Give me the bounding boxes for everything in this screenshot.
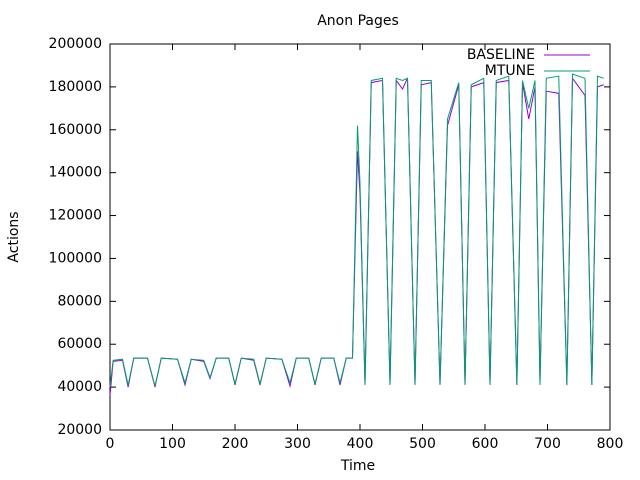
- y-tick-label: 40000: [57, 379, 102, 395]
- y-tick-label: 80000: [57, 293, 102, 309]
- chart-title: Anon Pages: [317, 13, 399, 29]
- y-tick-label: 20000: [57, 422, 102, 438]
- y-tick-label: 120000: [49, 208, 102, 224]
- legend-label: MTUNE: [485, 63, 535, 79]
- x-tick-label: 600: [472, 436, 499, 452]
- series-line: [109, 73, 604, 388]
- x-tick-label: 400: [347, 436, 374, 452]
- y-tick-label: 60000: [57, 336, 102, 352]
- x-tick-label: 200: [222, 436, 249, 452]
- x-tick-label: 100: [159, 436, 186, 452]
- y-tick-label: 200000: [49, 36, 102, 52]
- legend-label: BASELINE: [467, 47, 535, 63]
- y-tick-label: 100000: [49, 250, 102, 266]
- x-tick-label: 0: [106, 436, 115, 452]
- y-axis-label: Actions: [6, 211, 22, 262]
- y-tick-label: 160000: [49, 122, 102, 138]
- x-tick-label: 800: [597, 436, 624, 452]
- y-tick-label: 180000: [49, 79, 102, 95]
- x-tick-label: 700: [534, 436, 561, 452]
- x-tick-label: 500: [409, 436, 436, 452]
- series-line: [109, 76, 604, 396]
- x-tick-label: 300: [284, 436, 311, 452]
- y-tick-label: 140000: [49, 165, 102, 181]
- x-axis-label: Time: [340, 458, 375, 474]
